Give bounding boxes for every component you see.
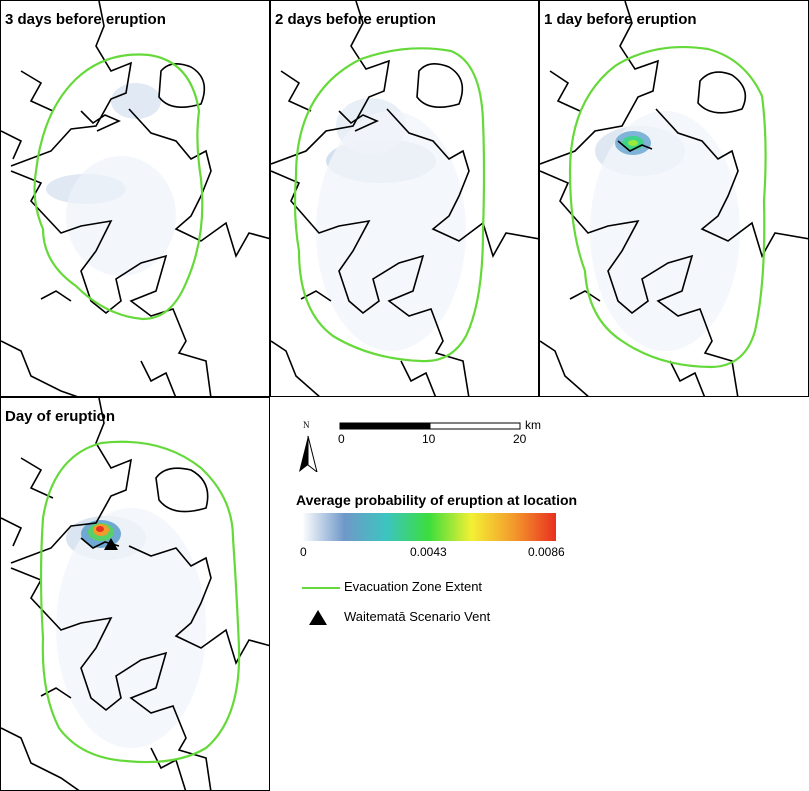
legend-item-vent: Waitematā Scenario Vent	[296, 608, 596, 628]
probability-heading: Average probability of eruption at locat…	[296, 492, 578, 508]
scale-bar: 0 10 20 km	[332, 412, 582, 452]
ramp-label-min: 0	[300, 545, 307, 559]
map-panel-day-of: Day of eruption	[0, 397, 270, 791]
map-3-days	[1, 1, 269, 396]
triangle-icon	[309, 610, 327, 625]
map-day-of	[1, 398, 269, 790]
zone-line-icon	[302, 587, 340, 589]
zone-label: Evacuation Zone Extent	[344, 579, 483, 594]
vent-label: Waitematā Scenario Vent	[344, 609, 491, 624]
map-1-day	[540, 1, 808, 396]
map-panel-3-days: 3 days before eruption	[0, 0, 270, 397]
ramp-label-mid: 0.0043	[410, 545, 447, 559]
scale-unit: km	[525, 418, 541, 432]
ramp-label-max: 0.0086	[528, 545, 565, 559]
panel-title: 2 days before eruption	[275, 11, 436, 28]
scale-tick-0: 0	[338, 432, 345, 446]
north-label: N	[303, 420, 310, 430]
panel-title: Day of eruption	[5, 408, 116, 425]
scale-tick-20: 20	[513, 432, 527, 446]
map-panel-2-days: 2 days before eruption	[270, 0, 539, 397]
panel-title: 3 days before eruption	[5, 11, 166, 28]
legend-item-zone: Evacuation Zone Extent	[296, 578, 596, 598]
map-panel-1-day: 1 day before eruption	[539, 0, 809, 397]
vent-marker	[104, 538, 118, 550]
probability-color-ramp	[302, 513, 556, 541]
map-2-days	[271, 1, 538, 396]
panel-title: 1 day before eruption	[544, 11, 697, 28]
legend: N 0 10 20 km Average probability of erup…	[296, 412, 596, 632]
north-arrow-icon: N	[296, 420, 320, 474]
scale-tick-10: 10	[422, 432, 436, 446]
